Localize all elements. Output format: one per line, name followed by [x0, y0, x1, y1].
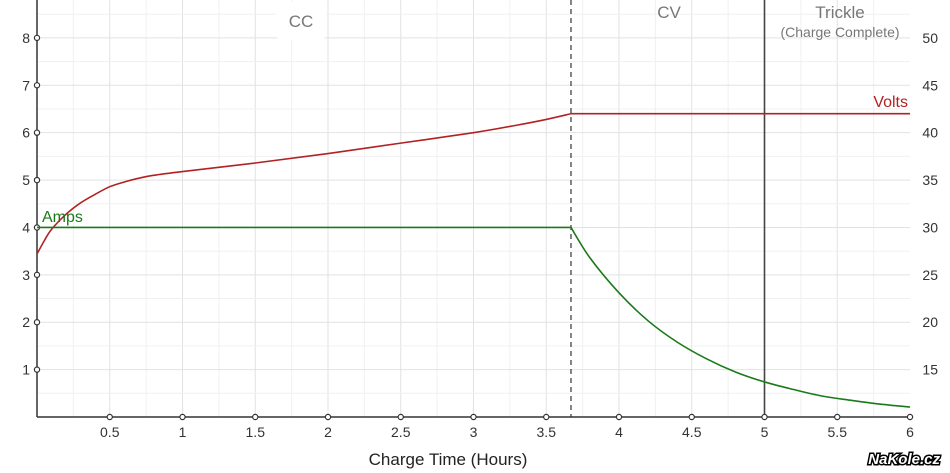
x-tick-label: 4.5 — [682, 424, 702, 440]
x-tick-label: 0.5 — [100, 424, 120, 440]
phase-trickle-sublabel: (Charge Complete) — [780, 24, 899, 40]
y-left-tick-label: 3 — [22, 267, 30, 283]
x-tick-label: 1.5 — [246, 424, 266, 440]
x-tick-label: 4 — [615, 424, 623, 440]
y-left-tick-label: 5 — [22, 172, 30, 188]
phase-trickle-label: Trickle — [815, 3, 864, 22]
series-label-volts: Volts — [873, 94, 908, 111]
x-tick-label: 2 — [324, 424, 332, 440]
y-right-tick-label: 20 — [922, 314, 938, 330]
y-left-tick-marker — [33, 319, 41, 326]
y-left-tick-marker — [33, 34, 41, 42]
x-tick-label: 1 — [179, 424, 187, 440]
phase-labels: CC CV Trickle (Charge Complete) — [276, 2, 900, 40]
y-right-tick-label: 15 — [922, 362, 938, 378]
x-tick-marker — [615, 413, 623, 421]
series-label-amps: Amps — [42, 209, 83, 226]
series-line-amps — [37, 226, 911, 408]
series-lines — [36, 112, 911, 408]
axes: 0.5 1 1.5 2 2.5 3 3.5 4 4.5 5 5.5 61234567815202530… — [22, 0, 938, 440]
y-right-tick-label: 25 — [922, 267, 938, 283]
x-tick-marker — [397, 413, 404, 421]
x-tick-label: 2.5 — [391, 424, 411, 440]
series-labels: Volts Amps — [42, 94, 908, 226]
x-tick-marker — [106, 413, 113, 421]
phase-dividers — [570, 0, 766, 417]
y-right-tick-label: 35 — [922, 172, 938, 188]
x-tick-label: 3.5 — [537, 424, 557, 440]
watermark: NaKole.cz — [868, 451, 940, 468]
y-left-tick-label: 8 — [22, 30, 30, 46]
x-axis-title: Charge Time (Hours) — [369, 450, 528, 469]
y-left-tick-label: 7 — [22, 77, 30, 93]
y-left-tick-marker — [33, 366, 41, 373]
x-tick-marker — [324, 413, 332, 421]
x-tick-marker — [761, 413, 768, 421]
y-right-tick-label: 45 — [922, 77, 938, 93]
x-tick-label: 6 — [906, 424, 914, 440]
y-right-tick-label: 30 — [922, 219, 938, 235]
y-left-tick-label: 6 — [22, 125, 30, 141]
y-left-tick-marker — [33, 82, 41, 89]
grid — [37, 0, 910, 417]
x-tick-marker — [906, 413, 914, 421]
phase-cc-label: CC — [289, 12, 314, 31]
x-tick-marker — [834, 413, 841, 421]
y-right-tick-label: 50 — [922, 30, 938, 46]
y-left-tick-marker — [33, 129, 41, 136]
x-tick-label: 5.5 — [828, 424, 848, 440]
x-tick-marker — [688, 413, 695, 421]
x-tick-marker — [470, 413, 477, 421]
phase-cv-label: CV — [657, 3, 681, 22]
y-left-tick-marker — [33, 176, 41, 184]
y-left-tick-label: 1 — [22, 362, 30, 378]
x-tick-marker — [543, 413, 550, 421]
y-left-tick-label: 4 — [22, 219, 30, 235]
x-tick-marker — [179, 413, 186, 421]
x-tick-label: 5 — [761, 424, 769, 440]
x-tick-label: 3 — [470, 424, 478, 440]
y-left-tick-label: 2 — [22, 314, 30, 330]
phase-cc-label-box — [276, 2, 326, 40]
y-right-tick-label: 40 — [922, 125, 938, 141]
x-tick-marker — [252, 413, 259, 421]
y-left-tick-marker — [33, 271, 41, 279]
series-line-volts — [36, 112, 911, 255]
